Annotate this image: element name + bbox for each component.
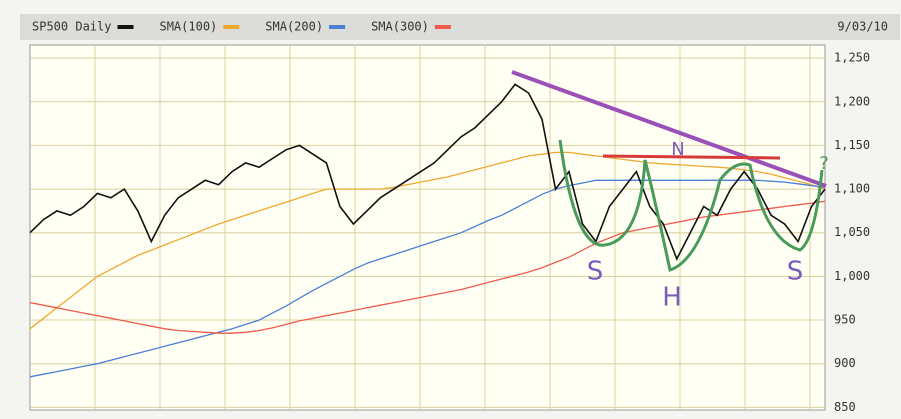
y-tick-label: 1,100 <box>834 182 870 196</box>
plot: 850 900 950 1,000 1,050 1,100 1,150 1,200 1,250 S… <box>29 20 870 414</box>
annotation: ? <box>819 153 829 174</box>
legend-swatch <box>434 25 451 29</box>
annotation: S <box>587 257 604 287</box>
legend-swatch <box>117 25 134 29</box>
vertical-grid <box>94 45 811 410</box>
legend-swatch <box>223 25 240 29</box>
date-label: 9/03/10 <box>837 20 888 34</box>
y-tick-label: 1,150 <box>834 138 870 152</box>
y-tick-label: 1,050 <box>834 225 870 239</box>
y-tick-label: 950 <box>834 313 856 327</box>
trend-line <box>511 70 827 188</box>
y-tick-label: 1,200 <box>834 94 870 108</box>
y-tick-label: 1,250 <box>834 51 870 65</box>
y-tick-label: 850 <box>834 400 856 414</box>
annotation: N <box>671 139 684 160</box>
series-line <box>29 151 826 330</box>
legend-label: SMA(100) <box>159 20 217 34</box>
y-tick-label: 1,000 <box>834 269 870 283</box>
header-bar <box>20 14 900 40</box>
annotation: S <box>787 257 804 287</box>
annotation: H <box>662 283 682 313</box>
neckline <box>602 154 781 160</box>
series-line <box>29 200 826 334</box>
legend-swatch <box>329 25 346 29</box>
pattern-curve <box>558 139 824 272</box>
series-line <box>29 83 826 261</box>
legend-label: SP500 Daily <box>32 20 111 34</box>
legend-label: SMA(200) <box>265 20 323 34</box>
y-tick-label: 900 <box>834 356 856 370</box>
series-line <box>29 179 826 378</box>
legend-label: SMA(300) <box>371 20 429 34</box>
